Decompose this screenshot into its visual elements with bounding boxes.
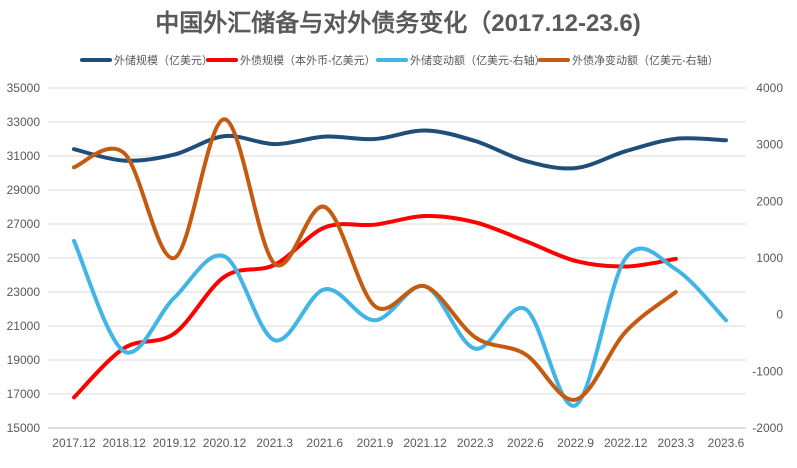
x-tick-label: 2017.12 (52, 436, 96, 450)
y-left-tick-label: 25000 (7, 251, 41, 265)
y-left-tick-label: 15000 (7, 421, 41, 435)
legend-label-1: 外储规模（亿美元） (114, 53, 213, 67)
legend-label-4: 外债净变动额（亿美元-右轴） (572, 53, 719, 67)
x-tick-label: 2022.9 (557, 436, 594, 450)
left-axis: 15000 17000 19000 21000 23000 25000 27000 29000… (7, 81, 41, 435)
right-axis: -2000 -1000 0 1000 2000 3000 4000 (752, 81, 783, 435)
y-left-tick-label: 23000 (7, 285, 41, 299)
y-left-tick-label: 35000 (7, 81, 41, 95)
y-right-tick-label: 4000 (756, 81, 783, 95)
x-tick-label: 2021.9 (357, 436, 394, 450)
grid (48, 87, 746, 429)
x-tick-label: 2021.3 (256, 436, 293, 450)
series-line-2 (72, 213, 678, 400)
series-group (72, 117, 728, 408)
chart-title: 中国外汇储备与对外债务变化（2017.12-23.6) (155, 9, 640, 37)
x-axis: 2017.12 2018.12 2019.12 2020.12 2021.3 2021.6… (52, 436, 744, 450)
x-tick-label: 2021.6 (306, 436, 343, 450)
y-right-tick-label: 3000 (756, 138, 783, 152)
x-tick-label: 2019.12 (153, 436, 197, 450)
y-left-tick-label: 17000 (7, 387, 41, 401)
y-left-tick-label: 33000 (7, 115, 41, 129)
y-right-tick-label: -1000 (752, 364, 783, 378)
x-tick-label: 2018.12 (102, 436, 146, 450)
x-tick-label: 2022.12 (604, 436, 648, 450)
y-right-tick-label: -2000 (752, 421, 783, 435)
y-left-tick-label: 21000 (7, 319, 41, 333)
x-tick-label: 2022.3 (457, 436, 494, 450)
legend-label-3: 外储变动额（亿美元-右轴） (410, 53, 546, 67)
y-right-tick-label: 1000 (756, 251, 783, 265)
x-tick-label: 2021.12 (403, 436, 447, 450)
x-tick-label: 2020.12 (203, 436, 247, 450)
y-left-tick-label: 19000 (7, 353, 41, 367)
legend-label-2: 外债规模（本外币-亿美元） (240, 53, 376, 67)
y-right-tick-label: 0 (776, 308, 783, 322)
series-line-4 (72, 117, 678, 402)
y-right-tick-label: 2000 (756, 194, 783, 208)
series-line-1 (72, 128, 728, 171)
y-left-tick-label: 27000 (7, 217, 41, 231)
x-tick-label: 2022.6 (507, 436, 544, 450)
y-left-tick-label: 29000 (7, 183, 41, 197)
x-tick-label: 2023.6 (708, 436, 745, 450)
y-left-tick-label: 31000 (7, 149, 41, 163)
x-tick-label: 2023.3 (657, 436, 694, 450)
legend: 外储规模（亿美元） 外债规模（本外币-亿美元） 外储变动额（亿美元-右轴） 外债净变动… (80, 53, 719, 67)
